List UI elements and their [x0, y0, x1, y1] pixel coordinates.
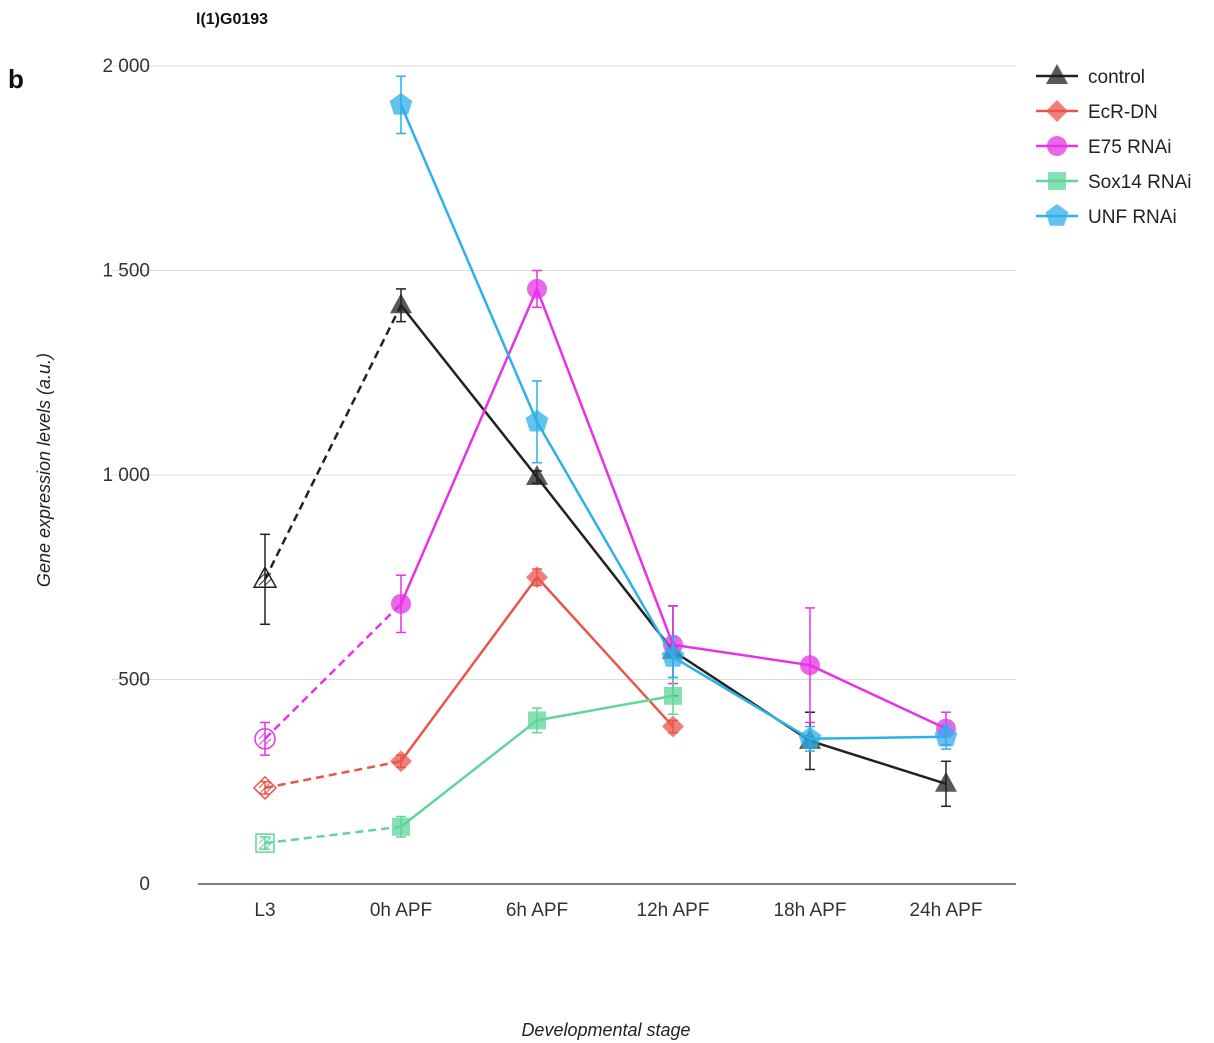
legend-item: EcR-DN	[1036, 100, 1158, 123]
marker-hatch	[258, 781, 266, 789]
series-line	[536, 576, 674, 728]
x-tick-label: 0h APF	[370, 900, 432, 921]
y-tick-label: 500	[118, 670, 150, 691]
marker-hatch	[258, 836, 272, 850]
x-tick-label: 6h APF	[506, 900, 568, 921]
series-line	[809, 739, 947, 785]
series-control	[252, 288, 957, 808]
series-line	[536, 476, 674, 652]
series-line	[535, 288, 675, 646]
legend-label: E75 RNAi	[1088, 137, 1171, 158]
legend-item: UNF RNAi	[1036, 204, 1177, 228]
series-e75-rnai	[254, 269, 956, 756]
x-axis-title: Developmental stage	[521, 1020, 690, 1040]
data-point-marker	[662, 715, 684, 738]
data-point-marker	[254, 728, 276, 750]
marker-hatch	[264, 842, 272, 850]
data-point-marker	[1046, 100, 1068, 122]
series-line	[399, 288, 539, 605]
legend-item: control	[1036, 64, 1145, 88]
gridlines	[112, 65, 1016, 680]
legend-item: Sox14 RNAi	[1036, 172, 1192, 193]
data-point-marker	[526, 566, 548, 589]
series-sox14-rnai	[255, 676, 682, 853]
series-unf-rnai	[389, 75, 958, 752]
data-point-marker	[527, 278, 547, 299]
legend-label: UNF RNAi	[1088, 207, 1177, 228]
data-point-marker	[798, 726, 822, 749]
data-point-marker	[1047, 136, 1067, 156]
data-point-marker	[935, 771, 957, 792]
marker-hatch	[258, 732, 266, 740]
legend-label: control	[1088, 67, 1145, 88]
marker-hatch	[258, 572, 272, 586]
y-tick-label: 0	[139, 874, 150, 895]
data-point-marker	[255, 833, 275, 853]
marker-hatch	[264, 738, 272, 746]
y-tick-label: 1 000	[102, 465, 150, 486]
data-point-marker	[664, 686, 682, 705]
legend-label: EcR-DN	[1088, 102, 1158, 123]
series-line	[399, 104, 539, 423]
series-ecr-dn	[252, 566, 684, 800]
x-axis-ticks: L3 0h APF 6h APF 12h APF 18h APF 24h APF	[254, 900, 982, 921]
data-point-marker	[800, 655, 820, 676]
series-line-dashed	[264, 760, 402, 790]
data-point-marker	[525, 409, 549, 432]
series-line	[672, 643, 811, 667]
series-line	[672, 655, 811, 740]
series-line-dashed	[264, 825, 402, 845]
marker-hatch	[258, 836, 266, 844]
panel-letter: b	[8, 64, 24, 94]
y-tick-label: 2 000	[102, 56, 150, 77]
legend-label: Sox14 RNAi	[1088, 172, 1192, 193]
x-tick-label: 12h APF	[637, 900, 710, 921]
series-line	[809, 735, 947, 741]
series-line-dashed	[264, 602, 402, 740]
x-tick-label: 18h APF	[774, 900, 847, 921]
marker-hatch	[264, 787, 272, 795]
series-line-dashed	[263, 304, 403, 580]
x-tick-label: L3	[254, 900, 275, 921]
y-axis-title: Gene expression levels (a.u.)	[34, 353, 54, 587]
marker-hatch	[258, 732, 272, 746]
legend-item: E75 RNAi	[1036, 136, 1171, 158]
data-point-marker	[390, 750, 412, 773]
legend: control EcR-DN E75 RNAi Sox14 RNAi UNF RNAi	[1036, 64, 1192, 228]
data-point-marker	[528, 711, 546, 730]
y-axis-ticks: 0 500 1 000 1 500 2 000	[102, 56, 150, 895]
data-point-marker	[1048, 172, 1066, 190]
series-line	[809, 664, 947, 730]
series-line	[535, 421, 675, 658]
data-point-marker	[389, 92, 413, 115]
series-line	[536, 694, 674, 722]
series-layer	[252, 75, 958, 853]
data-point-marker	[392, 817, 410, 836]
marker-hatch	[258, 572, 266, 580]
x-tick-label: 24h APF	[910, 900, 983, 921]
data-point-marker	[526, 465, 548, 486]
data-point-marker	[252, 565, 278, 589]
data-point-marker	[1045, 204, 1069, 226]
series-line	[399, 576, 539, 763]
data-point-marker	[252, 775, 278, 800]
y-tick-label: 1 500	[102, 261, 150, 282]
data-point-marker	[391, 593, 411, 614]
marker-hatch	[258, 781, 272, 795]
marker-hatch	[264, 578, 272, 586]
series-line	[400, 304, 538, 478]
data-point-marker	[1046, 64, 1068, 84]
series-line	[400, 719, 538, 828]
data-point-marker	[934, 724, 958, 747]
data-point-marker	[390, 293, 412, 314]
chart-title: l(1)G0193	[196, 11, 268, 28]
data-point-marker	[661, 645, 685, 667]
